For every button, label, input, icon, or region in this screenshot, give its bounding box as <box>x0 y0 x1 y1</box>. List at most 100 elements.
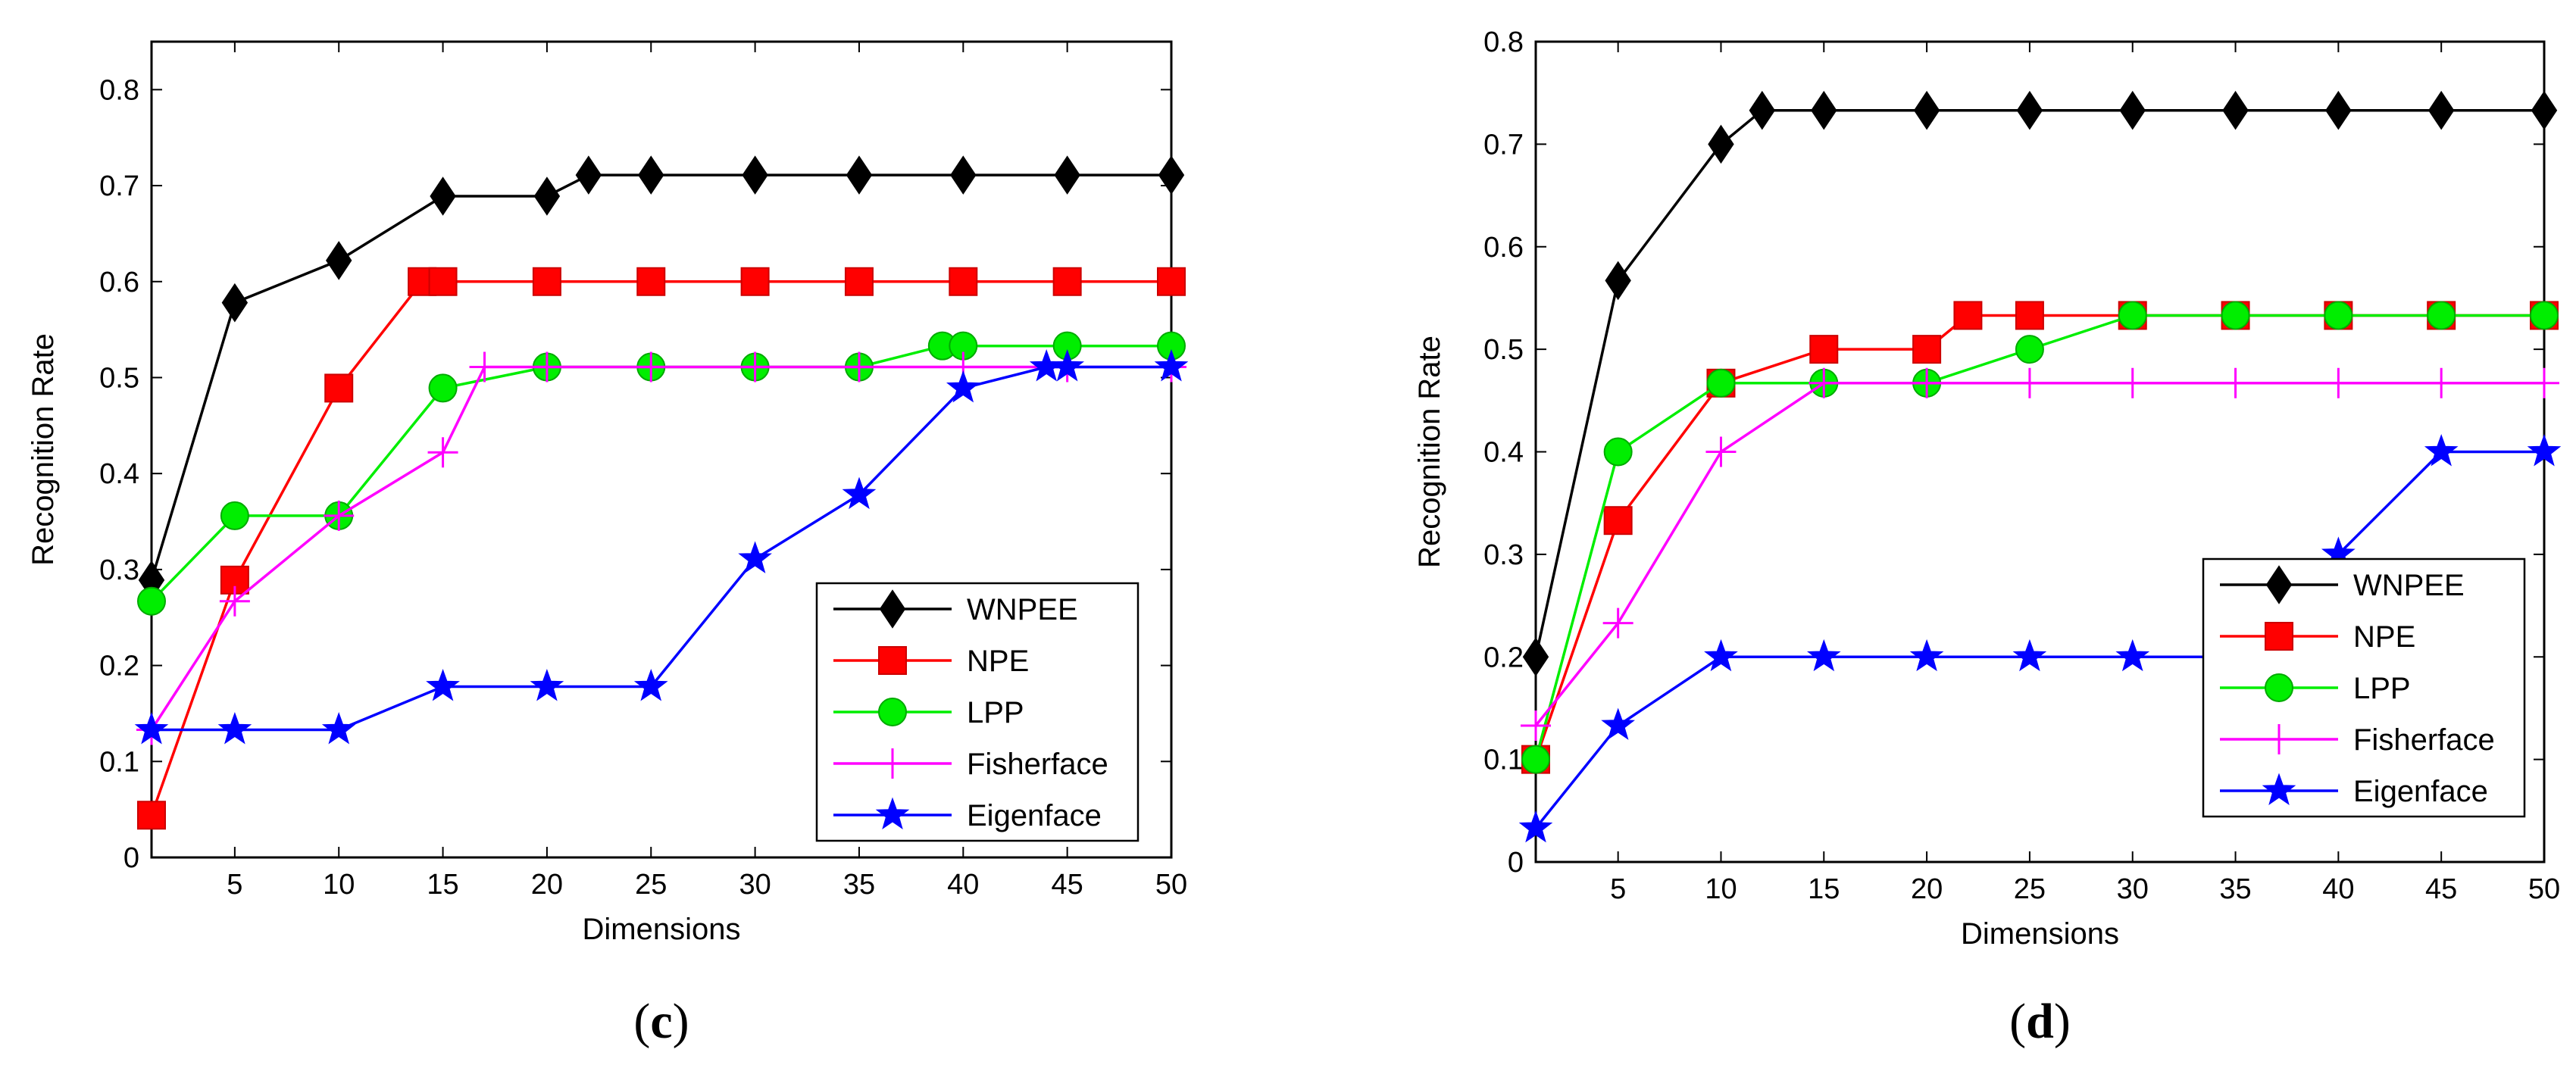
y-tick-label: 0.3 <box>1483 539 1524 571</box>
x-tick-label: 15 <box>427 869 458 901</box>
legend-label-lpp: LPP <box>967 696 1024 729</box>
data-point-npe <box>844 267 874 296</box>
chart-panel-1: 5 10 15 20 25 30 35 40 45 50 0 0.1 0.2 0.3 0.4 0.5 0.6 0.… <box>1413 27 2562 1049</box>
data-point-wnpee <box>430 176 456 216</box>
legend-label-eigenface: Eigenface <box>967 799 1102 832</box>
panel-label-letter: c <box>650 994 672 1049</box>
data-point-fisherface <box>1912 367 1943 398</box>
data-point-eigenface <box>738 541 772 573</box>
data-point-wnpee <box>326 241 352 280</box>
data-point-npe <box>740 267 770 296</box>
data-point-wnpee <box>2531 90 2558 130</box>
data-point-eigenface <box>1154 349 1189 382</box>
data-point-wnpee <box>1913 90 1940 130</box>
y-tick-label: 0.7 <box>1483 129 1524 161</box>
x-tick-label: 20 <box>1911 873 1943 905</box>
x-axis-title: Dimensions <box>583 913 741 946</box>
data-point-lpp <box>2015 335 2044 364</box>
data-point-npe <box>1912 335 1942 364</box>
data-point-npe <box>137 801 166 830</box>
data-point-fisherface <box>2426 367 2457 398</box>
data-point-wnpee <box>1811 90 1837 130</box>
data-point-eigenface <box>1704 639 1738 672</box>
y-tick-label: 0.5 <box>1483 334 1524 366</box>
data-point-fisherface <box>427 437 458 468</box>
data-point-wnpee <box>742 155 768 195</box>
panel-label-close: ) <box>673 994 689 1049</box>
x-tick-label: 30 <box>739 869 771 901</box>
legend-marker-npe <box>878 646 907 675</box>
data-point-eigenface <box>1909 639 1944 672</box>
legend-label-npe: NPE <box>2353 620 2415 654</box>
y-tick-label: 0.6 <box>99 267 139 298</box>
data-point-fisherface <box>843 351 874 383</box>
x-tick-label: 50 <box>2528 873 2560 905</box>
data-point-npe <box>949 267 978 296</box>
data-point-fisherface <box>739 351 771 383</box>
legend-marker-wnpee <box>879 589 906 629</box>
y-tick-label: 0 <box>1508 847 1524 879</box>
x-tick-label: 15 <box>1808 873 1840 905</box>
panel-label-letter: d <box>2026 994 2054 1049</box>
data-point-lpp <box>2530 301 2559 330</box>
series-fisherface <box>1521 367 2559 741</box>
data-point-npe <box>2015 301 2044 330</box>
data-point-fisherface <box>1521 710 1551 741</box>
data-point-eigenface <box>2115 639 2150 672</box>
data-point-eigenface <box>530 669 564 701</box>
legend-marker-lpp <box>878 698 907 726</box>
series-eigenface <box>134 349 1189 745</box>
y-axis-title: Recognition Rate <box>1413 336 1446 568</box>
data-point-wnpee <box>533 176 561 216</box>
data-point-eigenface <box>426 669 460 701</box>
legend-marker-npe <box>2265 622 2293 651</box>
data-point-wnpee <box>1605 261 1631 301</box>
data-point-eigenface <box>321 712 356 745</box>
legend-label-lpp: LPP <box>2353 672 2411 705</box>
y-tick-label: 0.7 <box>99 170 139 202</box>
data-point-eigenface <box>2527 434 2562 467</box>
x-tick-label: 30 <box>2117 873 2149 905</box>
data-point-lpp <box>2324 301 2353 330</box>
chart-panel-0: 5 10 15 20 25 30 35 40 45 50 0 0.1 0.2 0.3 0.4 0.5 0.6 0.… <box>27 40 1189 1049</box>
panel-label-open: ( <box>633 994 650 1049</box>
data-point-fisherface <box>2529 367 2559 398</box>
x-tick-label: 10 <box>323 869 355 901</box>
x-tick-label: 45 <box>1052 869 1083 901</box>
data-point-fisherface <box>469 351 500 383</box>
data-point-fisherface <box>2220 367 2251 398</box>
legend-label-wnpee: WNPEE <box>2353 569 2465 602</box>
y-tick-label: 0.3 <box>99 554 139 586</box>
data-point-eigenface <box>2424 434 2459 467</box>
data-point-wnpee <box>1054 155 1080 195</box>
y-tick-label: 0.2 <box>1483 642 1524 673</box>
data-point-fisherface <box>2323 367 2354 398</box>
data-point-wnpee <box>2325 90 2352 130</box>
y-tick-label: 0.5 <box>99 362 139 394</box>
data-point-wnpee <box>575 155 602 195</box>
panel-label: (c) <box>633 994 689 1049</box>
data-point-wnpee <box>2222 90 2249 130</box>
data-point-eigenface <box>134 712 169 745</box>
y-tick-label: 0.4 <box>99 458 139 490</box>
data-point-wnpee <box>2428 90 2455 130</box>
x-tick-label: 25 <box>635 869 667 901</box>
data-point-wnpee <box>1522 637 1549 677</box>
data-point-lpp <box>220 501 249 530</box>
legend-marker-fisherface <box>2264 724 2294 754</box>
x-tick-label: 40 <box>2322 873 2354 905</box>
data-point-npe <box>1809 335 1839 364</box>
y-tick-label: 0.1 <box>99 746 139 778</box>
panel-label-close: ) <box>2054 994 2071 1049</box>
x-axis-title: Dimensions <box>1961 917 2119 951</box>
legend: WNPEE NPE LPP Fisherface Eigenface <box>2202 557 2526 818</box>
x-tick-label: 35 <box>843 869 875 901</box>
data-point-wnpee <box>638 155 664 195</box>
legend-marker-fisherface <box>877 748 908 779</box>
series-line-fisherface <box>150 365 1171 731</box>
data-point-lpp <box>2118 301 2147 330</box>
x-tick-label: 5 <box>227 869 242 901</box>
x-tick-label: 40 <box>947 869 979 901</box>
data-point-npe <box>532 267 561 296</box>
